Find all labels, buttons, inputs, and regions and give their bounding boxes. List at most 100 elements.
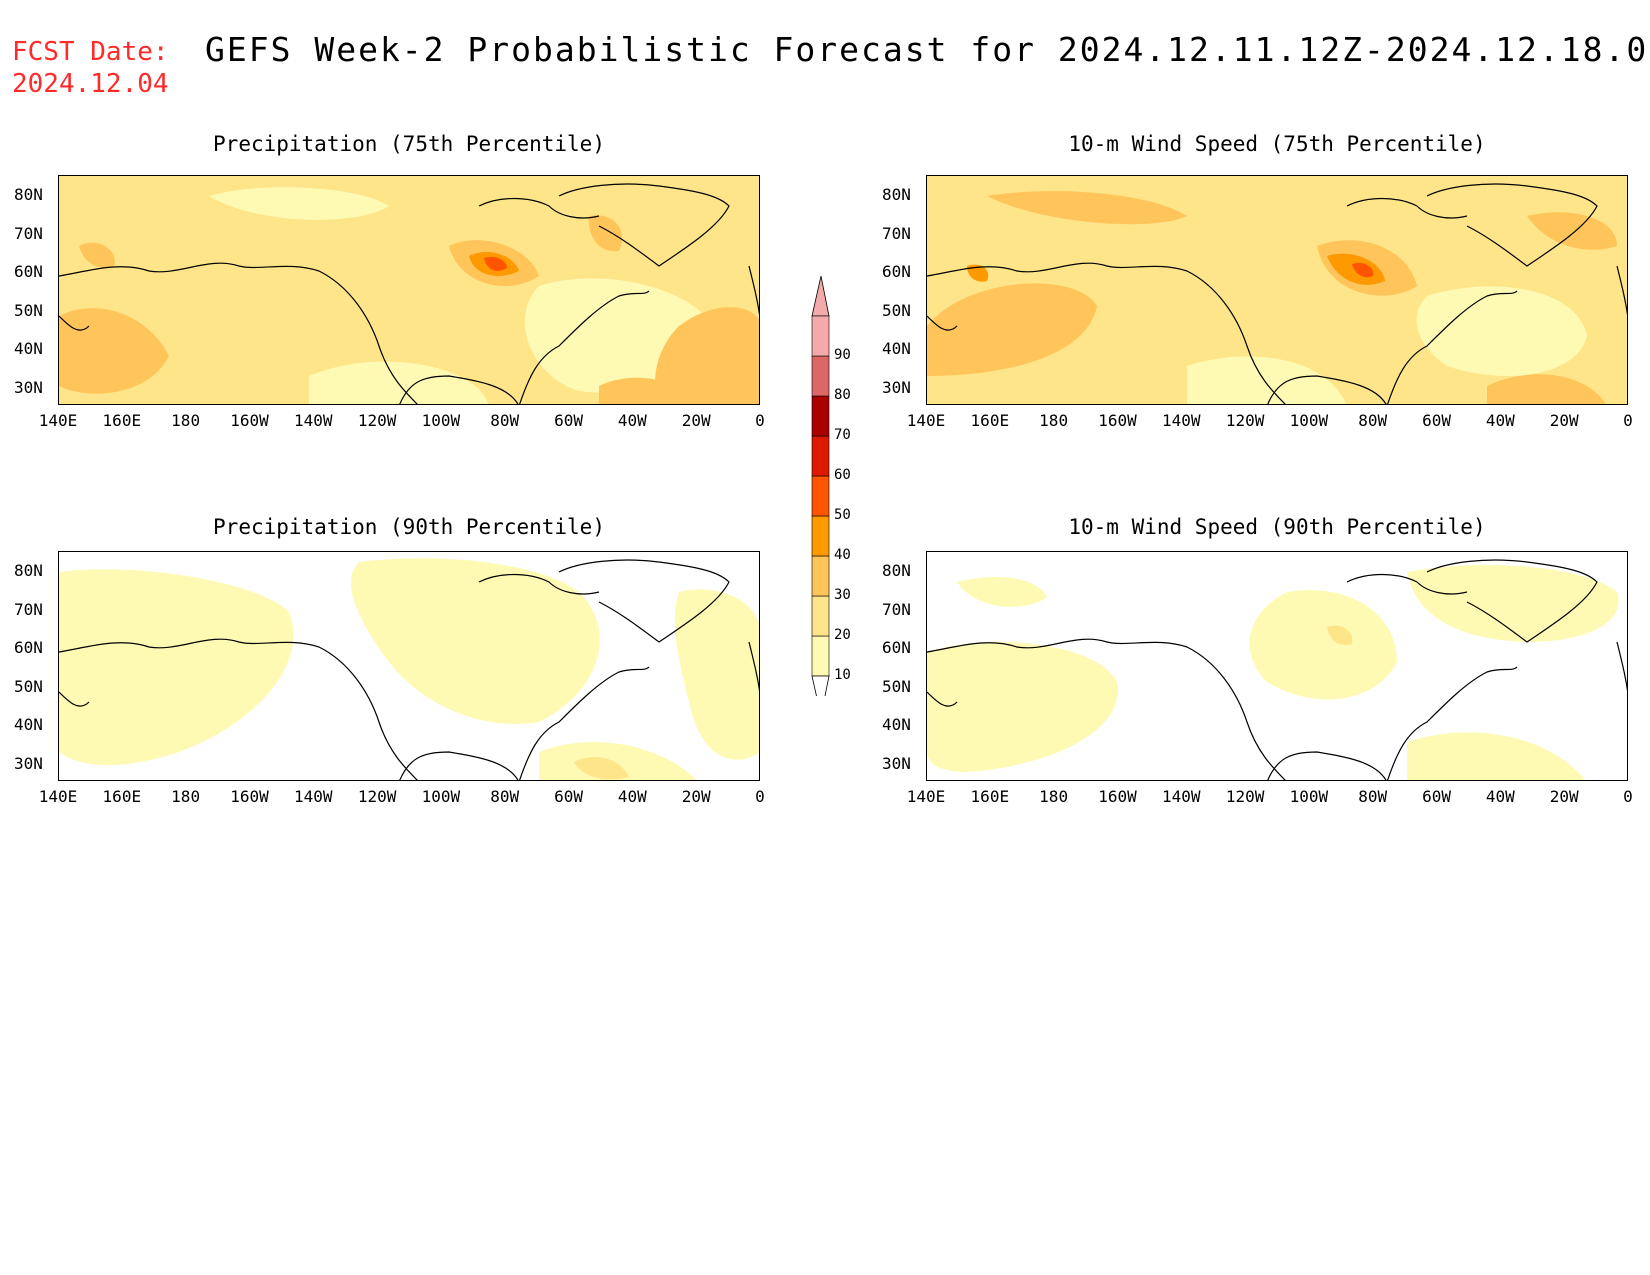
probability-contour — [79, 242, 115, 268]
lat-tick-label: 70N — [14, 599, 43, 619]
lat-tick-label: 40N — [14, 715, 43, 734]
coastline — [1426, 559, 1598, 643]
lat-tick-label: 80N — [14, 185, 43, 204]
lat-tick-label: 30N — [882, 753, 911, 773]
lon-tick-label: 140E — [38, 411, 78, 430]
lon-tick-label: 20W — [1549, 787, 1579, 806]
lon-tick-label: 0 — [755, 787, 765, 806]
colorbar-segment — [811, 395, 830, 437]
colorbar-segment — [811, 355, 830, 397]
coastline — [1426, 183, 1598, 267]
lon-tick-label: 20W — [681, 787, 711, 806]
colorbar-segment — [811, 315, 830, 357]
lon-tick-label: 0 — [1623, 411, 1633, 430]
probability-contour — [1527, 212, 1617, 250]
probability-contour — [59, 308, 169, 394]
lat-tick-label: 40N — [882, 339, 911, 358]
lat-tick-label: 30N — [14, 753, 43, 773]
probability-contour — [655, 307, 759, 404]
lon-tick-label: 80W — [1358, 787, 1388, 806]
colorbar-tick-label: 90 — [834, 347, 851, 363]
map-panel — [926, 175, 1628, 405]
probability-contour — [967, 264, 989, 282]
colorbar-segment — [811, 515, 830, 557]
coastline — [59, 638, 418, 780]
coastline — [927, 638, 1286, 780]
probability-contour — [987, 191, 1187, 225]
lat-tick-label: 80N — [14, 561, 43, 580]
map-canvas — [927, 176, 1627, 404]
coastline — [1267, 375, 1387, 404]
lon-tick-label: 0 — [1623, 787, 1633, 806]
lon-tick-label: 60W — [554, 787, 583, 806]
probability-contour — [539, 742, 697, 780]
probability-contour — [927, 283, 1097, 376]
map-panel — [58, 175, 760, 405]
lon-tick-label: 20W — [681, 411, 711, 430]
lat-tick-label: 50N — [882, 300, 911, 320]
coastline — [1346, 573, 1468, 595]
coastline — [927, 691, 958, 707]
coastline — [59, 691, 90, 707]
colorbar-segment — [811, 555, 830, 597]
probability-contour — [59, 569, 294, 766]
lon-tick-label: 100W — [1289, 411, 1329, 430]
coastline — [1616, 641, 1627, 692]
lon-tick-label: 140W — [1162, 411, 1201, 430]
colorbar-tick-label: 80 — [834, 387, 851, 403]
probability-contour — [209, 187, 389, 220]
lon-tick-label: 140W — [294, 787, 333, 806]
colorbar-tick-label: 20 — [834, 627, 851, 643]
panel-title: Precipitation (75th Percentile) — [213, 132, 605, 156]
probability-contour — [957, 577, 1047, 607]
lon-tick-label: 120W — [357, 411, 397, 430]
coastline — [59, 262, 418, 404]
lon-tick-label: 160E — [102, 787, 142, 806]
probability-contour — [1187, 356, 1347, 404]
coastline — [1346, 197, 1468, 219]
lon-tick-label: 160W — [230, 787, 269, 806]
colorbar-segment — [811, 435, 830, 477]
lon-tick-label: 160E — [970, 787, 1010, 806]
probability-contour — [1407, 564, 1619, 642]
lat-tick-label: 70N — [882, 599, 911, 619]
coastline — [519, 666, 650, 780]
lat-tick-label: 70N — [882, 223, 911, 243]
probability-contour — [1487, 374, 1606, 404]
lon-tick-label: 120W — [1225, 411, 1265, 430]
coastline — [519, 290, 650, 404]
lat-tick-label: 30N — [882, 377, 911, 397]
coastline — [399, 751, 519, 780]
probability-contour — [1352, 262, 1374, 278]
page-title: GEFS Week-2 Probabilistic Forecast for 2… — [205, 30, 1650, 69]
map-canvas — [59, 176, 759, 404]
lon-tick-label: 100W — [421, 411, 461, 430]
lat-tick-label: 30N — [14, 377, 43, 397]
lon-tick-label: 40W — [617, 787, 647, 806]
colorbar-top-cap — [811, 276, 830, 317]
lat-tick-label: 60N — [882, 262, 911, 281]
lon-tick-label: 140E — [38, 787, 78, 806]
lon-tick-label: 100W — [421, 787, 461, 806]
map-canvas — [927, 552, 1627, 780]
lat-tick-label: 40N — [882, 715, 911, 734]
lon-tick-label: 180 — [1039, 787, 1069, 806]
coastline — [399, 375, 519, 404]
lon-tick-label: 140W — [294, 411, 333, 430]
map-canvas — [59, 552, 759, 780]
lon-tick-label: 40W — [1485, 787, 1515, 806]
lat-tick-label: 40N — [14, 339, 43, 358]
lon-tick-label: 80W — [490, 411, 520, 430]
lat-tick-label: 50N — [14, 676, 43, 696]
lon-tick-label: 180 — [1039, 411, 1069, 430]
lon-tick-label: 40W — [1485, 411, 1515, 430]
lat-tick-label: 60N — [14, 262, 43, 281]
probability-contour — [674, 589, 759, 760]
lon-tick-label: 160W — [1098, 411, 1137, 430]
coastline — [558, 183, 730, 267]
lon-tick-label: 160E — [102, 411, 142, 430]
colorbar-tick-label: 40 — [834, 547, 851, 563]
panel-title: Precipitation (90th Percentile) — [213, 515, 605, 539]
coastline — [1616, 265, 1627, 316]
lon-tick-label: 60W — [554, 411, 583, 430]
